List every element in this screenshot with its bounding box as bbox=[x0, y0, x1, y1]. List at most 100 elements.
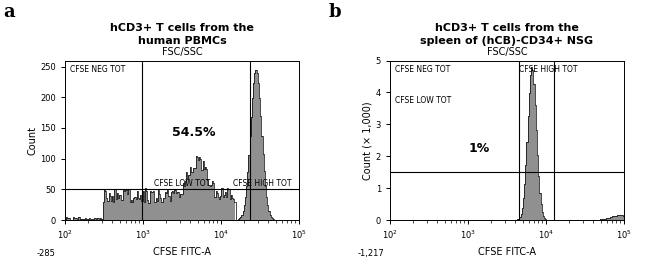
Bar bbox=[192, 172, 193, 220]
Bar bbox=[599, 219, 601, 220]
Bar bbox=[238, 219, 239, 220]
Bar bbox=[144, 202, 145, 220]
Bar bbox=[106, 198, 107, 220]
Bar bbox=[225, 192, 226, 220]
Bar bbox=[79, 218, 81, 220]
Bar bbox=[83, 219, 84, 220]
Text: CFSE LOW TOT: CFSE LOW TOT bbox=[154, 178, 210, 188]
Bar bbox=[154, 202, 155, 220]
Bar bbox=[258, 83, 259, 220]
Bar bbox=[73, 217, 74, 220]
Bar bbox=[263, 155, 264, 220]
Bar bbox=[517, 219, 518, 220]
Bar bbox=[92, 219, 93, 220]
Bar bbox=[91, 219, 92, 220]
Bar bbox=[531, 67, 532, 220]
Bar bbox=[171, 192, 172, 220]
Bar bbox=[167, 189, 168, 220]
Bar bbox=[604, 219, 605, 220]
Bar bbox=[75, 218, 77, 220]
Bar bbox=[155, 197, 157, 220]
Bar bbox=[107, 201, 109, 220]
Bar bbox=[186, 172, 187, 220]
Bar bbox=[110, 196, 111, 220]
Bar bbox=[239, 218, 240, 220]
Bar bbox=[113, 202, 114, 220]
Bar bbox=[125, 189, 126, 220]
Bar bbox=[101, 219, 103, 220]
Bar bbox=[261, 136, 263, 220]
Bar bbox=[90, 219, 91, 220]
Text: CFSE HIGH TOT: CFSE HIGH TOT bbox=[233, 178, 292, 188]
Bar bbox=[528, 93, 530, 220]
Bar bbox=[532, 70, 534, 220]
Bar bbox=[213, 183, 215, 220]
Bar bbox=[196, 156, 197, 220]
Y-axis label: Count: Count bbox=[27, 126, 38, 155]
Bar bbox=[618, 215, 619, 220]
Bar bbox=[228, 189, 229, 220]
Bar bbox=[259, 98, 260, 220]
Bar bbox=[133, 198, 135, 220]
Bar bbox=[232, 198, 233, 220]
Bar bbox=[525, 165, 526, 220]
Text: FSC/SSC: FSC/SSC bbox=[162, 47, 202, 57]
Bar bbox=[151, 192, 152, 220]
Y-axis label: Count (× 1,000): Count (× 1,000) bbox=[363, 101, 373, 180]
Bar bbox=[103, 202, 104, 220]
Bar bbox=[250, 136, 251, 220]
Bar bbox=[153, 191, 154, 220]
Bar bbox=[231, 196, 232, 220]
Text: CFSE NEG TOT: CFSE NEG TOT bbox=[70, 65, 125, 74]
Bar bbox=[190, 167, 191, 220]
Bar bbox=[96, 219, 97, 220]
Bar bbox=[88, 218, 90, 220]
Bar bbox=[526, 142, 528, 220]
Bar bbox=[180, 194, 181, 220]
Bar bbox=[123, 189, 124, 220]
Bar bbox=[518, 219, 519, 220]
Bar bbox=[245, 197, 246, 220]
Bar bbox=[136, 191, 138, 220]
Bar bbox=[100, 218, 101, 220]
Bar bbox=[114, 189, 116, 220]
Bar bbox=[621, 215, 623, 220]
Bar bbox=[85, 218, 86, 220]
Bar bbox=[200, 159, 202, 220]
Bar bbox=[148, 203, 150, 220]
Bar bbox=[70, 219, 71, 220]
Bar bbox=[608, 218, 610, 220]
Bar bbox=[65, 219, 66, 220]
Bar bbox=[242, 211, 244, 220]
Bar bbox=[66, 217, 68, 220]
Bar bbox=[545, 219, 547, 220]
Bar bbox=[253, 83, 254, 220]
Bar bbox=[211, 185, 212, 220]
Bar bbox=[601, 219, 602, 220]
Bar bbox=[179, 197, 180, 220]
Bar bbox=[188, 175, 190, 220]
Bar bbox=[246, 186, 247, 220]
Bar bbox=[521, 214, 522, 220]
Bar bbox=[248, 155, 250, 220]
Bar bbox=[224, 195, 225, 220]
Bar bbox=[623, 216, 624, 220]
Bar bbox=[197, 157, 198, 220]
Bar bbox=[602, 219, 603, 220]
Bar bbox=[530, 75, 531, 220]
Bar bbox=[174, 190, 176, 220]
Bar bbox=[270, 214, 271, 220]
Bar bbox=[610, 217, 611, 220]
Bar bbox=[159, 194, 161, 220]
Bar bbox=[162, 198, 164, 220]
Bar bbox=[191, 172, 192, 220]
Bar bbox=[219, 199, 220, 220]
Bar bbox=[543, 216, 544, 220]
Text: -285: -285 bbox=[37, 249, 56, 258]
Bar bbox=[524, 184, 525, 220]
Bar bbox=[120, 195, 122, 220]
Bar bbox=[199, 157, 200, 220]
Bar bbox=[266, 197, 267, 220]
Bar bbox=[74, 218, 75, 220]
Bar bbox=[617, 215, 618, 220]
